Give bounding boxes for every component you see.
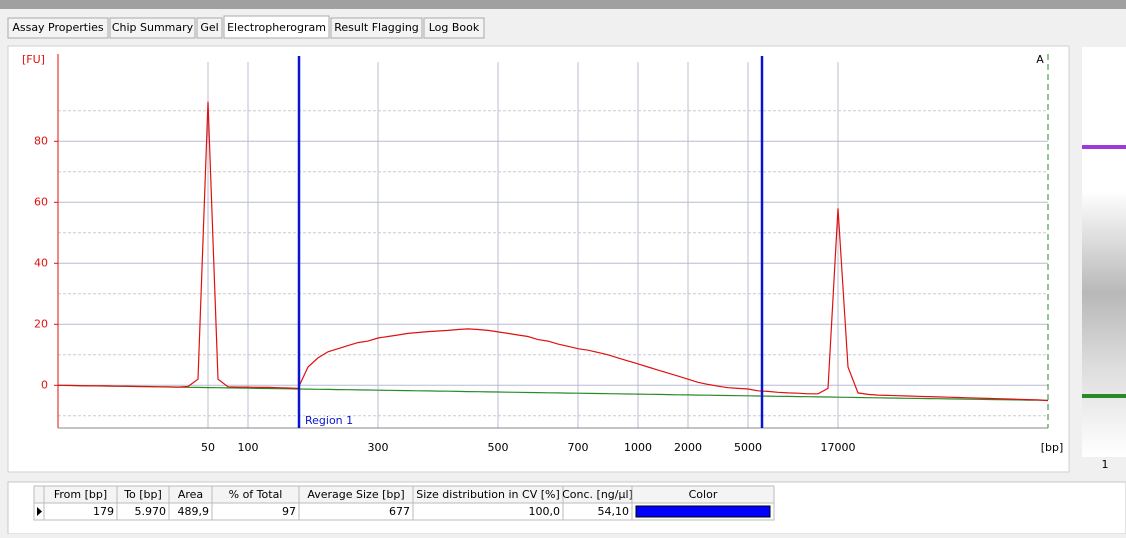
column-header: Color [689, 488, 718, 501]
x-tick-label: 17000 [821, 441, 856, 454]
y-tick-label: 20 [34, 317, 48, 330]
tab-label[interactable]: Electropherogram [227, 21, 326, 34]
tab-label[interactable]: Chip Summary [112, 21, 194, 34]
y-tick-label: 60 [34, 195, 48, 208]
x-tick-label: 500 [488, 441, 509, 454]
y-tick-label: 0 [41, 378, 48, 391]
top-bar [0, 0, 1126, 9]
x-tick-label: 2000 [674, 441, 702, 454]
x-tick-label: 1000 [624, 441, 652, 454]
region-label: Region 1 [305, 414, 353, 427]
x-axis-label: [bp] [1041, 441, 1064, 454]
tab-label[interactable]: Gel [200, 21, 218, 34]
cell: 179 [93, 505, 114, 518]
color-swatch [636, 506, 770, 517]
cell: 100,0 [529, 505, 561, 518]
y-axis-label: [FU] [22, 53, 45, 66]
column-header: % of Total [229, 488, 283, 501]
column-header: From [bp] [54, 488, 107, 501]
tab-label[interactable]: Log Book [429, 21, 480, 34]
corner-label: A [1036, 53, 1044, 66]
cell: 489,9 [178, 505, 210, 518]
column-header: Area [178, 488, 203, 501]
tab-label[interactable]: Result Flagging [334, 21, 419, 34]
gel-band [1082, 394, 1126, 398]
screen: 1 Assay Properties Chip Summary Gel Electro… [0, 0, 1126, 534]
x-tick-label: 300 [368, 441, 389, 454]
x-tick-label: 700 [568, 441, 589, 454]
column-header: Size distribution in CV [%] [416, 488, 560, 501]
x-tick-label: 100 [238, 441, 259, 454]
cell: 54,10 [598, 505, 630, 518]
y-tick-label: 40 [34, 256, 48, 269]
cell: 677 [389, 505, 410, 518]
y-tick-label: 80 [34, 134, 48, 147]
lane-label: 1 [1102, 458, 1109, 471]
cell: 97 [282, 505, 296, 518]
cell: 5.970 [135, 505, 167, 518]
column-header: To [bp] [123, 488, 162, 501]
x-tick-label: 5000 [734, 441, 762, 454]
column-header: Average Size [bp] [307, 488, 404, 501]
column-header: Conc. [ng/µl] [562, 488, 633, 501]
gel-band [1082, 145, 1126, 149]
page: 1 Assay Properties Chip Summary Gel Electro… [0, 0, 1126, 534]
tab-label[interactable]: Assay Properties [12, 21, 104, 34]
chart-panel [8, 46, 1069, 472]
x-tick-label: 50 [201, 441, 215, 454]
